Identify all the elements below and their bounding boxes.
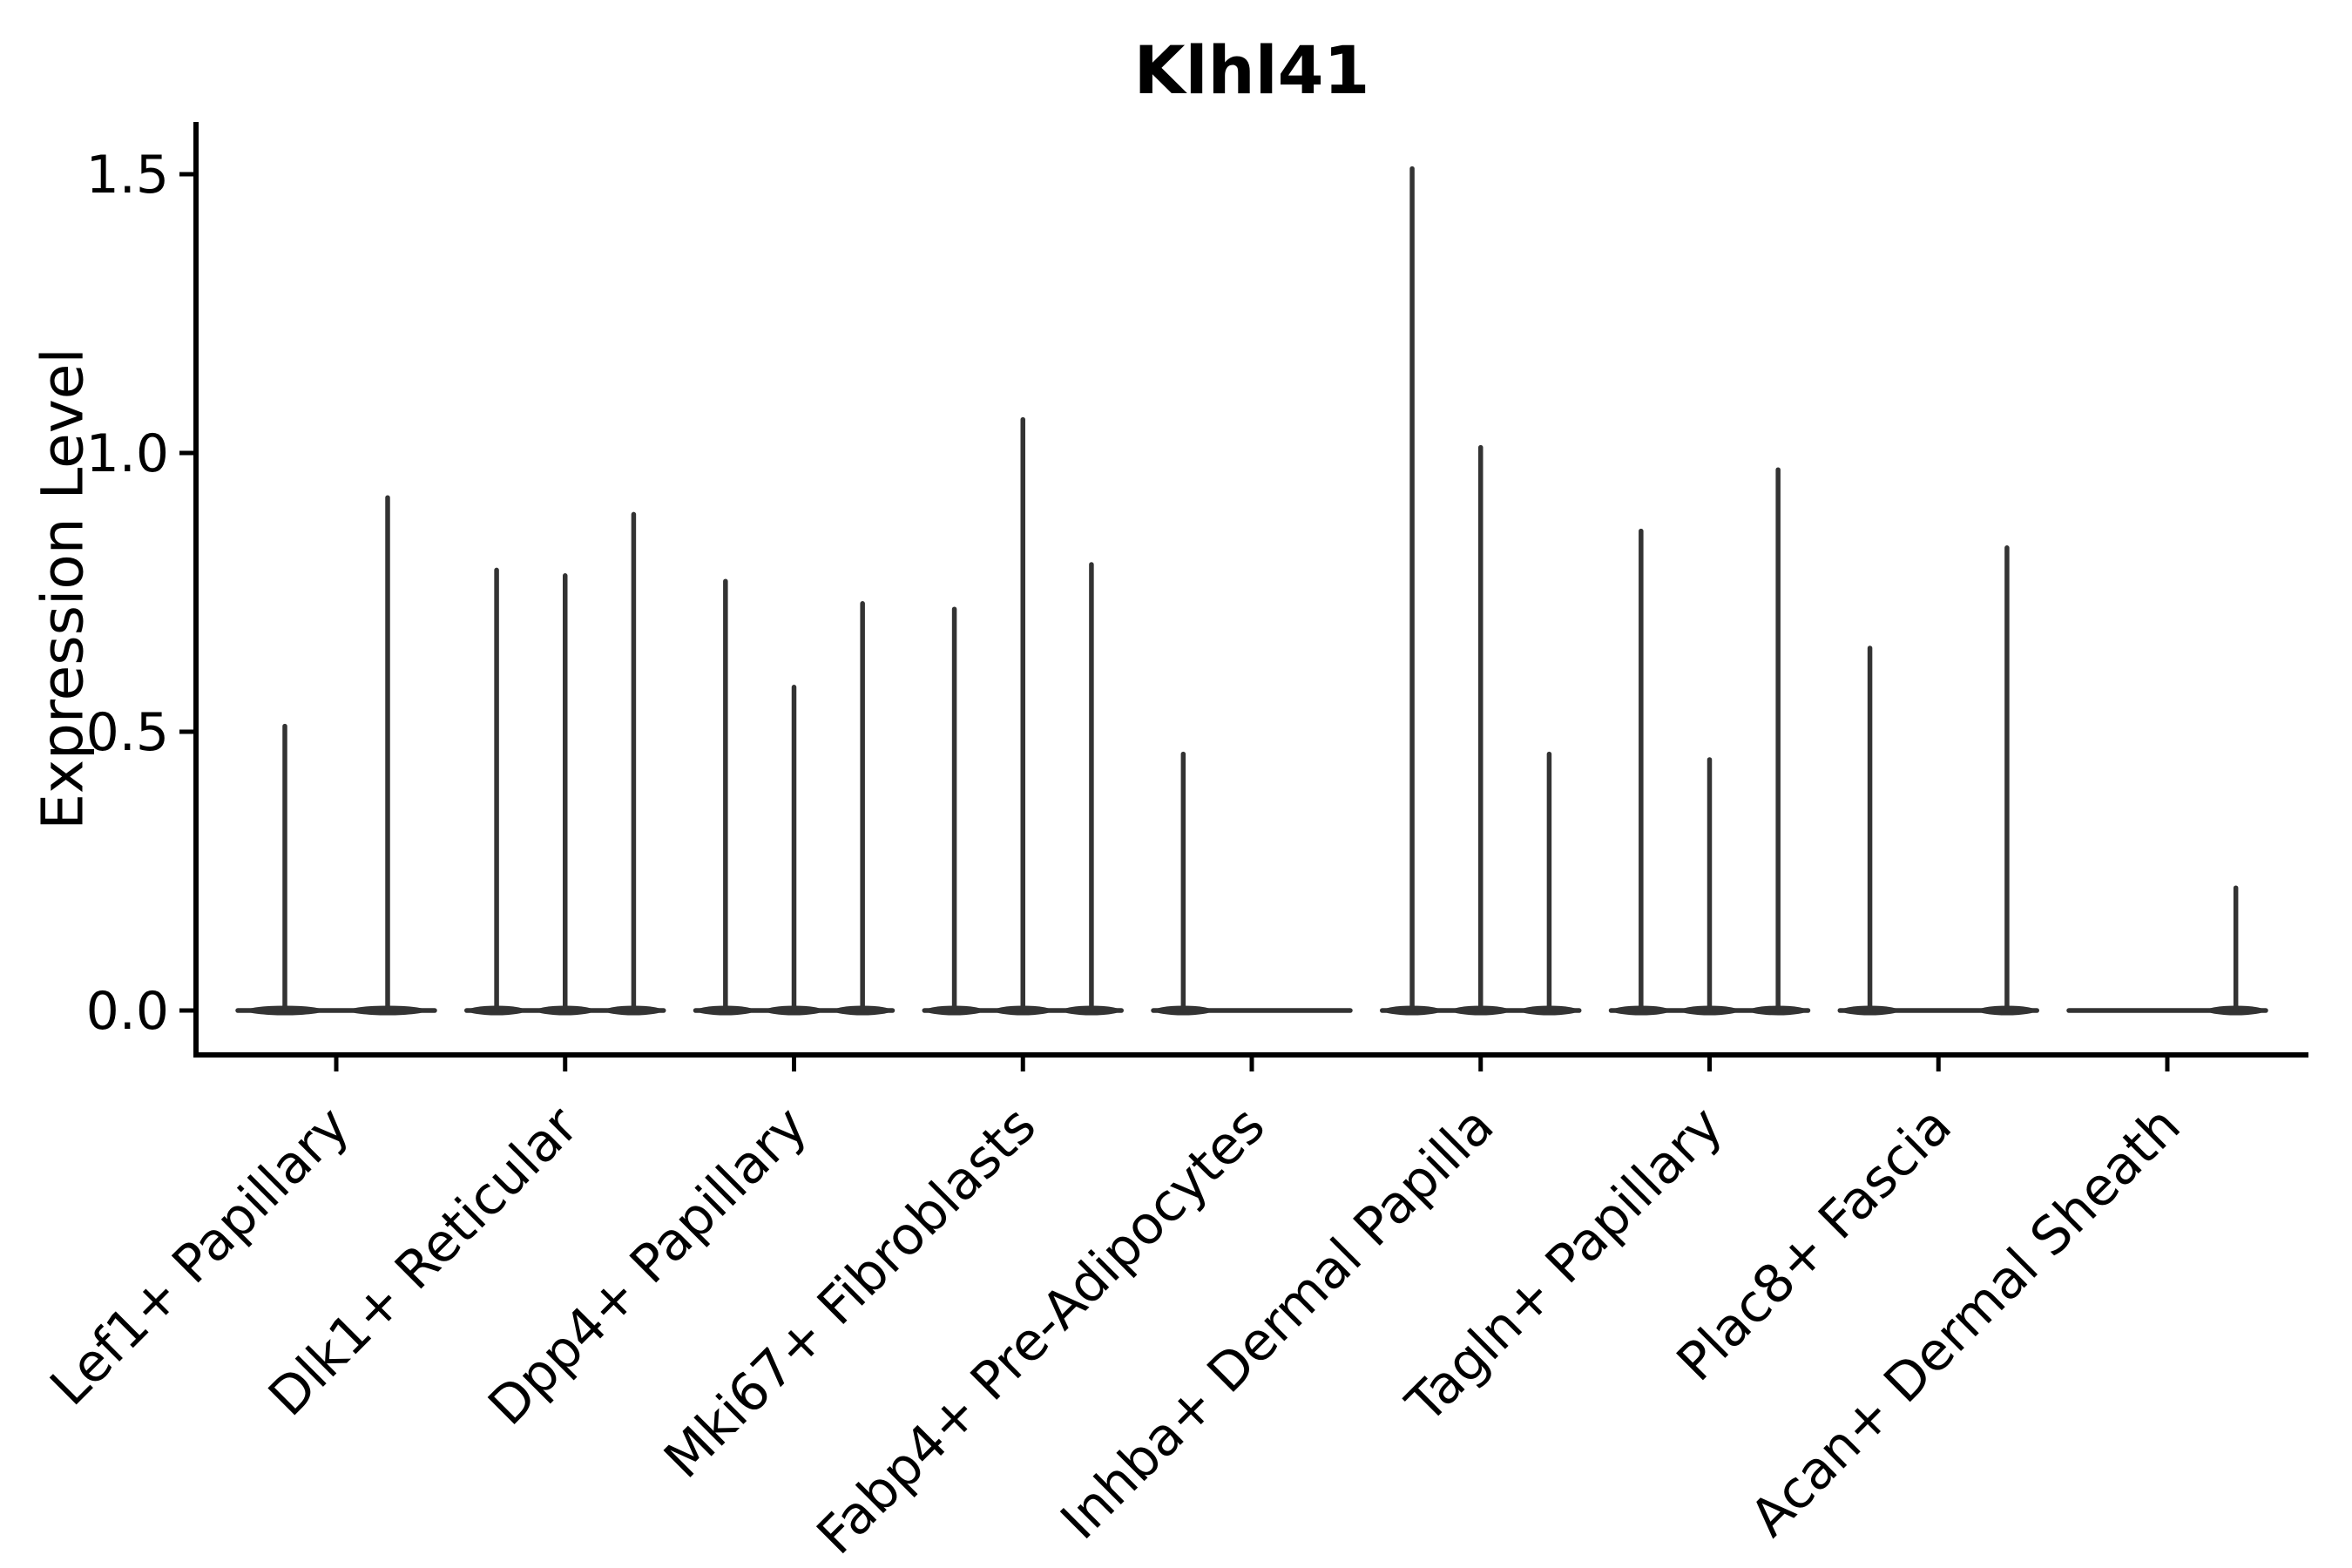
y-tick-label: 1.0 — [86, 423, 169, 484]
y-tick-label: 1.5 — [86, 145, 169, 206]
x-tick-label: Mki67+ Fibroblasts — [652, 1095, 1048, 1490]
x-tick-label: Acan+ Dermal Sheath — [1739, 1095, 2193, 1549]
x-tick-label: Fabp4+ Pre-Adipocytes — [806, 1095, 1277, 1566]
y-tick-label: 0.5 — [86, 702, 169, 763]
y-tick-label: 0.0 — [86, 981, 169, 1042]
chart-title: Klhl41 — [1133, 31, 1370, 109]
x-tick-label: Inhba+ Dermal Papilla — [1050, 1095, 1506, 1551]
